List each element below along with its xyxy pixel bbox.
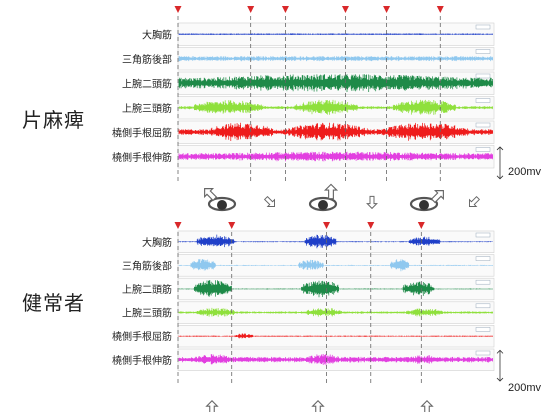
muscle-label: 橈側手根屈筋 [112, 330, 172, 343]
direction-arrow-icon [204, 188, 218, 202]
event-marker [367, 222, 375, 229]
emg-trace-1 [178, 234, 493, 249]
event-marker [174, 222, 182, 229]
event-marker [174, 6, 182, 13]
row-legend-box [475, 122, 491, 128]
event-marker [417, 222, 425, 229]
emg-trace-6 [178, 354, 493, 366]
event-marker [383, 6, 391, 13]
emg-trace-3 [178, 74, 493, 92]
event-marker [247, 6, 255, 13]
scale-bar-arrow-top [496, 146, 504, 151]
joint-ball-icon [217, 200, 227, 210]
up-arrow-icon [420, 400, 434, 412]
emg-trace-2 [178, 259, 493, 272]
scale-label-bottom: 200mv [508, 382, 542, 394]
row-legend-box [475, 49, 491, 54]
event-marker [341, 6, 349, 13]
emg-trace-5 [178, 333, 493, 339]
row-legend-box [475, 98, 491, 103]
emg-trace-3 [178, 280, 493, 298]
scale-label-top: 200mv [508, 166, 542, 178]
scale-bar-arrow-bottom [496, 175, 504, 180]
direction-arrow-icon [366, 195, 378, 210]
muscle-label: 橈側手根伸筋 [112, 151, 172, 164]
joint-ball-icon [419, 200, 429, 210]
row-legend-box [475, 73, 491, 79]
muscle-label: 上腕二頭筋 [122, 77, 172, 90]
up-arrow-icon [311, 400, 325, 412]
muscle-label: 橈側手根伸筋 [112, 354, 172, 367]
direction-arrow-icon [468, 195, 481, 208]
event-marker [436, 6, 444, 13]
muscle-label: 上腕三頭筋 [122, 102, 172, 115]
row-legend-box [475, 303, 491, 309]
row-legend-box [475, 350, 491, 356]
panel-label-healthy: 健常者 [22, 291, 85, 315]
row-legend-box [475, 327, 491, 332]
row-legend-box [475, 147, 491, 152]
event-marker [323, 222, 331, 229]
direction-arrow-icon [263, 195, 276, 208]
row-legend-box [475, 256, 491, 261]
panel-label-hemiplegia: 片麻痺 [22, 108, 85, 132]
event-marker [281, 6, 289, 13]
muscle-label: 三角筋後部 [122, 259, 172, 272]
muscle-label: 大胸筋 [142, 236, 172, 249]
muscle-label: 大胸筋 [142, 28, 172, 41]
direction-arrow-icon [430, 190, 444, 204]
muscle-label: 上腕二頭筋 [122, 283, 172, 296]
row-legend-box [475, 279, 491, 285]
up-arrow-icon [205, 400, 219, 412]
row-legend-box [475, 24, 491, 30]
muscle-label: 橈側手根屈筋 [112, 126, 172, 139]
emg-trace-4 [178, 307, 493, 317]
event-marker [228, 222, 236, 229]
emg-trace-2 [178, 56, 493, 62]
muscle-label: 三角筋後部 [122, 53, 172, 66]
emg-trace-6 [178, 151, 493, 162]
row-legend-box [475, 232, 491, 238]
joint-ball-icon [318, 200, 328, 210]
direction-arrow-icon [323, 183, 339, 200]
scale-bar-arrow-bottom [496, 377, 504, 382]
muscle-label: 上腕三頭筋 [122, 307, 172, 320]
emg-trace-4 [178, 99, 493, 115]
emg-trace-5 [178, 122, 493, 141]
scale-bar-arrow-top [496, 349, 504, 354]
emg-trace-1 [178, 33, 493, 36]
